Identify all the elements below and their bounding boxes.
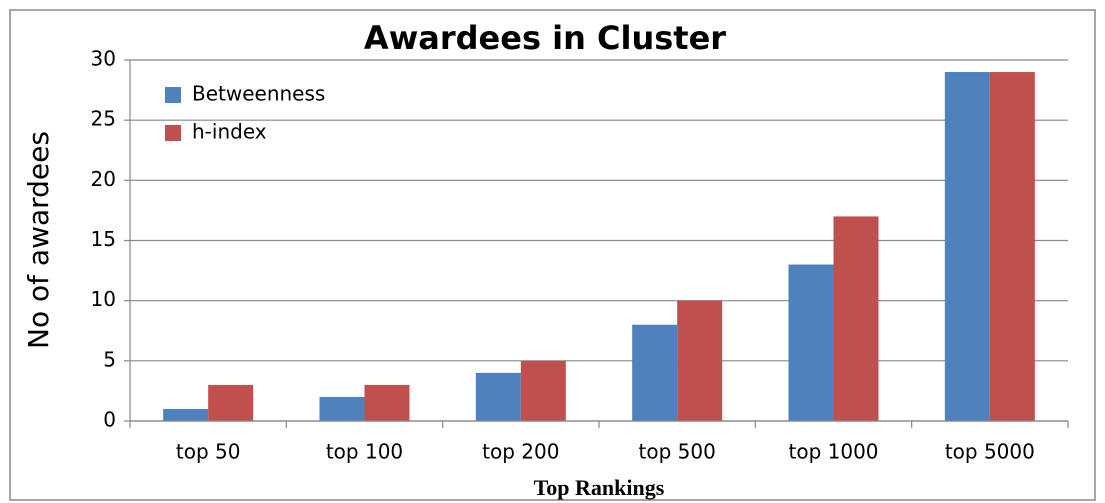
legend-swatch bbox=[165, 125, 181, 141]
bar bbox=[677, 300, 723, 421]
x-tick-label: top 100 bbox=[326, 440, 403, 464]
bar bbox=[319, 396, 365, 421]
x-tick-label: top 5000 bbox=[945, 440, 1035, 464]
y-tick-label: 20 bbox=[91, 167, 116, 191]
bar bbox=[944, 72, 990, 422]
x-tick-label: top 500 bbox=[639, 440, 716, 464]
x-tick-label: top 50 bbox=[176, 440, 241, 464]
y-tick-label: 5 bbox=[103, 347, 116, 371]
y-tick-label: 15 bbox=[91, 227, 116, 251]
chart-title: Awardees in Cluster bbox=[364, 19, 726, 57]
y-tick-label: 10 bbox=[91, 287, 116, 311]
bar bbox=[788, 264, 834, 421]
x-tick-label: top 200 bbox=[482, 440, 559, 464]
bar bbox=[989, 72, 1035, 422]
bar bbox=[208, 384, 254, 421]
bar bbox=[632, 324, 678, 421]
x-tick-label: top 1000 bbox=[788, 440, 878, 464]
y-tick-label: 30 bbox=[91, 47, 116, 71]
legend-label: Betweenness bbox=[192, 82, 325, 106]
y-tick-label: 25 bbox=[91, 107, 116, 131]
bar bbox=[163, 408, 209, 421]
y-tick-label: 0 bbox=[103, 408, 116, 432]
chart-frame bbox=[9, 9, 1096, 501]
legend-label: h-index bbox=[192, 120, 267, 144]
y-axis-label: No of awardees bbox=[22, 131, 55, 349]
bar bbox=[520, 360, 566, 421]
x-axis-label: Top Rankings bbox=[534, 475, 665, 500]
bar bbox=[475, 372, 521, 421]
legend-swatch bbox=[165, 87, 181, 103]
bar bbox=[833, 216, 879, 421]
bar bbox=[364, 384, 410, 421]
